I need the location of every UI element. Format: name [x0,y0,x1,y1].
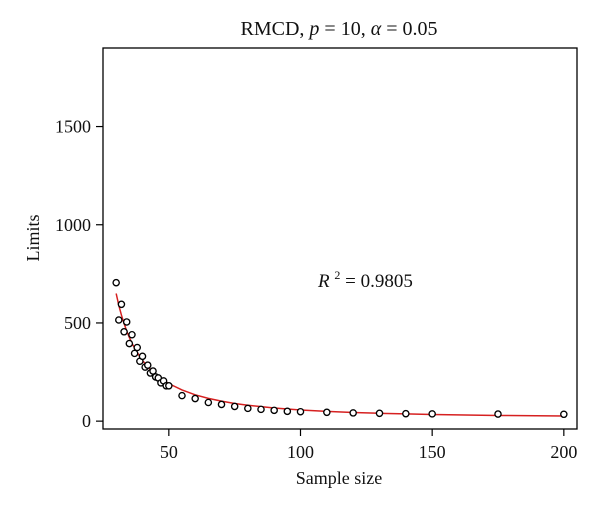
x-tick-label: 50 [160,442,178,462]
x-tick-label: 150 [419,442,446,462]
data-point [296,407,305,416]
title-p-symbol: p [307,18,319,40]
y-tick-label: 0 [82,411,91,431]
title-prefix: RMCD, [241,18,310,40]
r-squared-annotation: R 2 = 0.9805 [317,263,413,292]
chart-title: RMCD, p = 10, α = 0.05 [241,18,438,40]
y-axis-label: Limits [23,214,43,261]
data-point [165,382,173,390]
x-tick-label: 200 [550,442,577,462]
data-point [560,410,568,419]
y-tick-label: 500 [64,313,91,333]
data-point [120,328,128,336]
x-axis: 50 100 150 200 [160,429,577,462]
title-alpha-part: = 0.05 [386,18,437,40]
data-point [130,349,139,358]
data-point [178,391,186,400]
data-point [143,361,152,369]
data-point [494,410,502,418]
data-point [217,400,226,409]
data-point [402,409,410,418]
r-squared-symbol: R [317,271,330,292]
r-squared-exponent: 2 [334,268,340,282]
data-point [283,407,292,416]
data-point [138,352,147,361]
data-point [257,405,265,414]
y-tick-label: 1500 [55,117,91,137]
data-point [191,394,199,403]
data-point [349,409,357,417]
data-point [128,330,136,339]
x-tick-label: 100 [287,442,314,462]
x-axis-label: Sample size [296,468,382,488]
r-squared-value: = 0.9805 [345,271,413,292]
data-point [428,410,436,418]
data-point [122,318,131,326]
data-point [117,300,126,309]
plot-frame [102,47,578,430]
data-point [244,404,252,413]
data-point [112,278,120,287]
y-tick-label: 1000 [55,215,91,235]
data-point [204,398,213,407]
points-layer [112,278,568,419]
data-point [115,316,123,324]
data-point [375,409,384,418]
title-alpha-symbol: α [371,18,382,40]
data-point [230,402,239,411]
y-axis: 0 500 1000 1500 [55,117,103,431]
data-point [133,343,142,352]
data-point [149,367,157,375]
data-point [125,339,134,348]
title-p-part: = 10, [324,18,370,40]
data-point [323,408,331,417]
data-point [270,406,278,415]
